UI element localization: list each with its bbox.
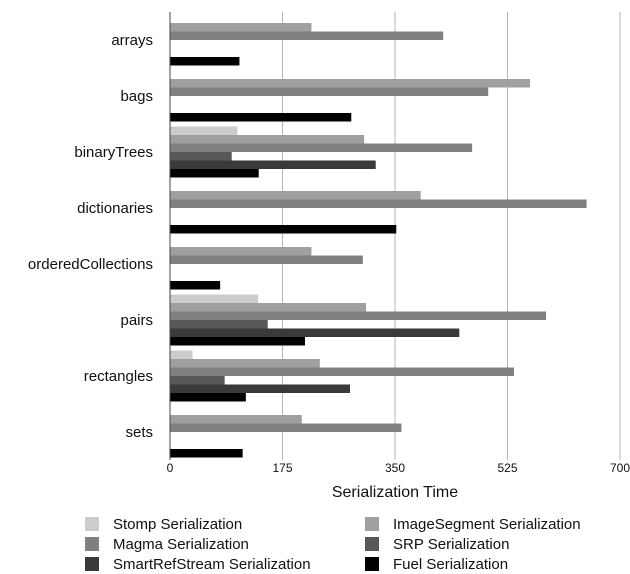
bar <box>170 31 444 40</box>
legend-label: Magma Serialization <box>113 536 249 553</box>
bar <box>170 126 238 135</box>
bar <box>170 359 320 368</box>
bar <box>170 384 350 393</box>
bar <box>170 449 243 458</box>
legend-swatch <box>85 537 99 551</box>
bar <box>170 367 514 376</box>
bar <box>170 199 587 208</box>
bar <box>170 143 473 152</box>
x-tick-label: 700 <box>610 461 630 475</box>
bar <box>170 87 489 96</box>
bar <box>170 328 460 337</box>
bar <box>170 57 240 66</box>
category-label: binaryTrees <box>74 144 153 161</box>
category-label: orderedCollections <box>28 256 153 273</box>
bar <box>170 303 367 312</box>
bar <box>170 160 376 169</box>
legend-label: SRP Serialization <box>393 536 509 553</box>
bar <box>170 281 221 290</box>
bar <box>170 23 312 32</box>
category-label: rectangles <box>84 368 153 385</box>
bar <box>170 169 259 178</box>
bar <box>170 191 421 200</box>
bar <box>170 415 302 424</box>
bar <box>170 393 246 402</box>
x-tick-label: 350 <box>385 461 405 475</box>
bars <box>170 23 587 458</box>
x-tick-labels: 0 175 350 525 700 <box>167 461 630 475</box>
category-label: pairs <box>120 312 153 329</box>
legend-label: Fuel Serialization <box>393 556 508 573</box>
bar <box>170 79 530 88</box>
legend-swatch <box>365 557 379 571</box>
x-tick-label: 525 <box>497 461 517 475</box>
legend-swatch <box>365 537 379 551</box>
bar <box>170 311 547 320</box>
category-label: bags <box>120 88 153 105</box>
bar <box>170 337 305 346</box>
category-label: dictionaries <box>77 200 153 217</box>
bar <box>170 294 259 303</box>
bar <box>170 247 312 256</box>
legend-swatch <box>85 557 99 571</box>
bar <box>170 152 232 161</box>
x-axis-title: Serialization Time <box>332 484 458 501</box>
bar <box>170 376 225 385</box>
category-labels: arrays bags binaryTrees dictionaries ordered… <box>28 32 153 441</box>
x-tick-label: 0 <box>167 461 174 475</box>
category-label: sets <box>125 424 153 441</box>
legend-label: Stomp Serialization <box>113 516 242 533</box>
bar <box>170 113 352 122</box>
bar <box>170 423 402 432</box>
x-tick-label: 175 <box>272 461 292 475</box>
bar <box>170 135 365 144</box>
legend-swatch <box>365 517 379 531</box>
bar <box>170 255 363 264</box>
category-label: arrays <box>111 32 153 49</box>
bar <box>170 350 193 359</box>
bar <box>170 320 268 329</box>
legend-label: ImageSegment Serialization <box>393 516 581 533</box>
bar <box>170 225 397 234</box>
legend: Stomp Serialization ImageSegment Serializ… <box>85 516 581 573</box>
legend-label: SmartRefStream Serialization <box>113 556 311 573</box>
legend-swatch <box>85 517 99 531</box>
